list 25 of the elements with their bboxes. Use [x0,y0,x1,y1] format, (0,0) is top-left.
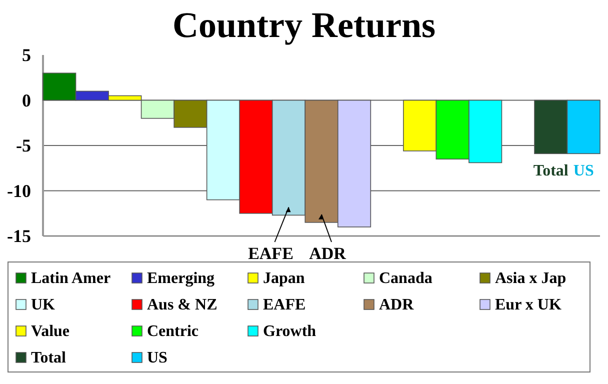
legend-label: EAFE [263,296,306,314]
y-tick-label: -15 [7,226,31,246]
y-tick-label: -10 [7,180,31,201]
annotation: ADR [309,244,347,263]
legend-label: Growth [263,323,316,340]
y-tick-label: 5 [22,45,31,65]
legend-label: Canada [379,270,432,287]
legend-label: US [147,350,168,366]
y-tick-label: 0 [22,90,31,110]
legend-label: Latin Amer [31,270,111,287]
legend-label: Total [31,350,67,366]
legend-label: Aus & NZ [147,296,218,314]
legend-label: Japan [263,270,305,287]
legend-label: Centric [147,323,199,340]
legend-label: Emerging [147,270,215,287]
y-tick-label: -5 [16,136,31,156]
legend-label: Value [31,323,70,340]
legend-label: ADR [379,296,414,314]
legend-label: UK [31,296,56,314]
chart-title: Country Returns [172,5,436,45]
annotation: EAFE [248,244,294,263]
annotation: Total [533,162,569,180]
legend-label: Asia x Jap [495,270,566,287]
annotation: US [573,162,594,180]
legend-label: Eur x UK [495,296,562,314]
